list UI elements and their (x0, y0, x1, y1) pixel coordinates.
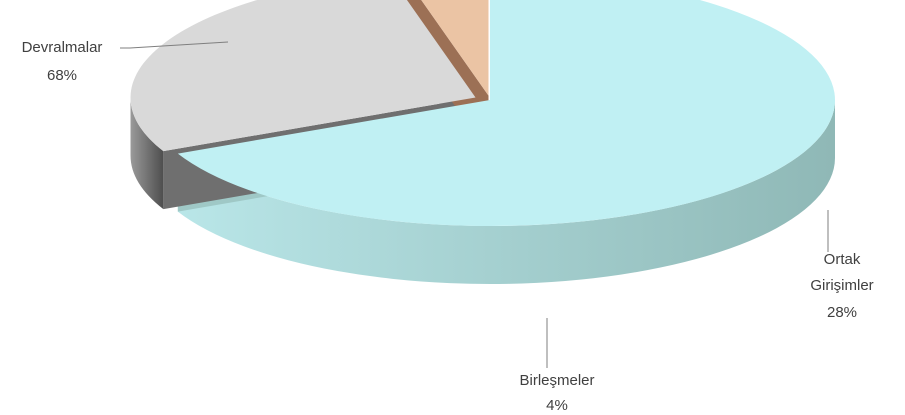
pie-slice-birlesmeler (421, 0, 489, 96)
pie-side-ortak-girisimler (130, 97, 164, 210)
label-devralmalar: Devralmalar 68% (22, 39, 229, 84)
pie-slice-ortak-girisimler (130, 0, 476, 152)
slice-value-devralmalar: 68% (47, 67, 77, 84)
label-ortak-girisimler: Ortak Girişimler 28% (810, 210, 874, 321)
slice-label-ortak-line1: Ortak (824, 251, 861, 268)
pie-side-devralmalar (177, 100, 836, 284)
slice-value-ortak-girisimler: 28% (827, 304, 857, 321)
slice-label-devralmalar: Devralmalar (22, 39, 103, 56)
slice-value-birlesmeler: 4% (546, 397, 568, 414)
pie-slice-devralmalar (177, 0, 835, 226)
slice-label-ortak-line2: Girişimler (810, 277, 873, 294)
leader-line-devralmalar (120, 41, 229, 49)
pie-tops (130, 0, 835, 226)
slice-label-birlesmeler: Birleşmeler (519, 372, 594, 389)
label-birlesmeler: Birleşmeler 4% (519, 318, 595, 414)
